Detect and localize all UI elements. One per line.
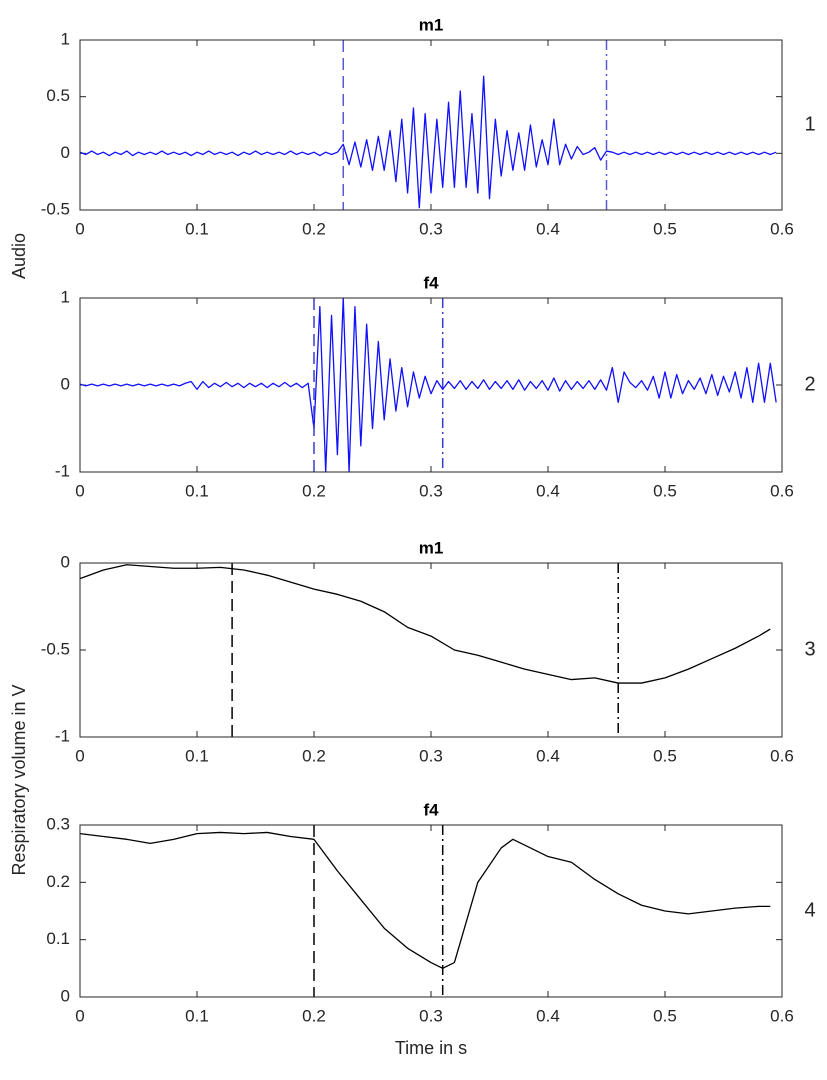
x-tick-label: 0.2: [302, 219, 326, 238]
axes-frame: [79, 39, 783, 211]
panel-label: 2: [804, 373, 815, 395]
y-tick-label: 1: [61, 287, 70, 306]
y-tick-label: 0: [61, 374, 70, 393]
axes-frame: [79, 297, 783, 473]
x-tick-label: 0: [75, 746, 84, 765]
panel-label: 1: [804, 113, 815, 135]
x-tick-label: 0.1: [185, 481, 209, 500]
x-axis-label: Time in s: [395, 1038, 467, 1058]
x-tick-label: 0: [75, 219, 84, 238]
y-tick-label: -1: [55, 726, 70, 745]
x-tick-label: 0.1: [185, 746, 209, 765]
data-line: [79, 831, 771, 969]
data-line: [79, 564, 771, 684]
axes-box: [80, 563, 782, 737]
y-tick-label: 0: [61, 552, 70, 571]
x-tick-label: 0.5: [653, 746, 677, 765]
x-tick-label: 0.1: [185, 1006, 209, 1025]
panel-label: 4: [804, 899, 815, 921]
x-tick-label: 0.2: [302, 746, 326, 765]
y-tick-label: -0.5: [41, 639, 70, 658]
x-tick-label: 0.4: [536, 219, 560, 238]
x-tick-label: 0.6: [770, 219, 794, 238]
y-tick-label: -0.5: [41, 199, 70, 218]
x-tick-label: 0: [75, 481, 84, 500]
x-tick-label: 0.4: [536, 481, 560, 500]
x-tick-label: 0.1: [185, 219, 209, 238]
x-tick-label: 0.5: [653, 219, 677, 238]
axes-frame: [79, 824, 783, 998]
data-line: [79, 75, 777, 209]
x-tick-label: 0: [75, 1006, 84, 1025]
x-tick-label: 0.3: [419, 219, 443, 238]
y-tick-label: 0: [61, 143, 70, 162]
axes-box: [80, 298, 782, 472]
panel-label: 3: [804, 638, 815, 660]
data-line: [79, 297, 777, 473]
y-tick-label: 0: [61, 986, 70, 1005]
y-axis-label: Audio: [9, 233, 29, 279]
x-tick-label: 0.4: [536, 746, 560, 765]
axes-box: [80, 40, 782, 210]
y-tick-label: -1: [55, 461, 70, 480]
y-tick-label: 1: [61, 29, 70, 48]
x-tick-label: 0.4: [536, 1006, 560, 1025]
x-tick-label: 0.3: [419, 746, 443, 765]
x-tick-label: 0.6: [770, 746, 794, 765]
x-tick-label: 0.2: [302, 1006, 326, 1025]
y-tick-label: 0.3: [46, 814, 70, 833]
chart-title: f4: [423, 800, 439, 819]
x-tick-label: 0.3: [419, 481, 443, 500]
axes-frame: [79, 562, 783, 738]
y-tick-label: 0.2: [46, 872, 70, 891]
chart-title: m1: [419, 538, 444, 557]
x-tick-label: 0.6: [770, 481, 794, 500]
x-tick-label: 0.6: [770, 1006, 794, 1025]
x-tick-label: 0.5: [653, 1006, 677, 1025]
axes-box: [80, 825, 782, 997]
x-tick-label: 0.3: [419, 1006, 443, 1025]
x-tick-label: 0.2: [302, 481, 326, 500]
chart-title: m1: [419, 15, 444, 34]
y-axis-label: Respiratory volume in V: [9, 684, 29, 875]
x-tick-label: 0.5: [653, 481, 677, 500]
y-tick-label: 0.5: [46, 86, 70, 105]
chart-title: f4: [423, 273, 439, 292]
y-tick-label: 0.1: [46, 929, 70, 948]
